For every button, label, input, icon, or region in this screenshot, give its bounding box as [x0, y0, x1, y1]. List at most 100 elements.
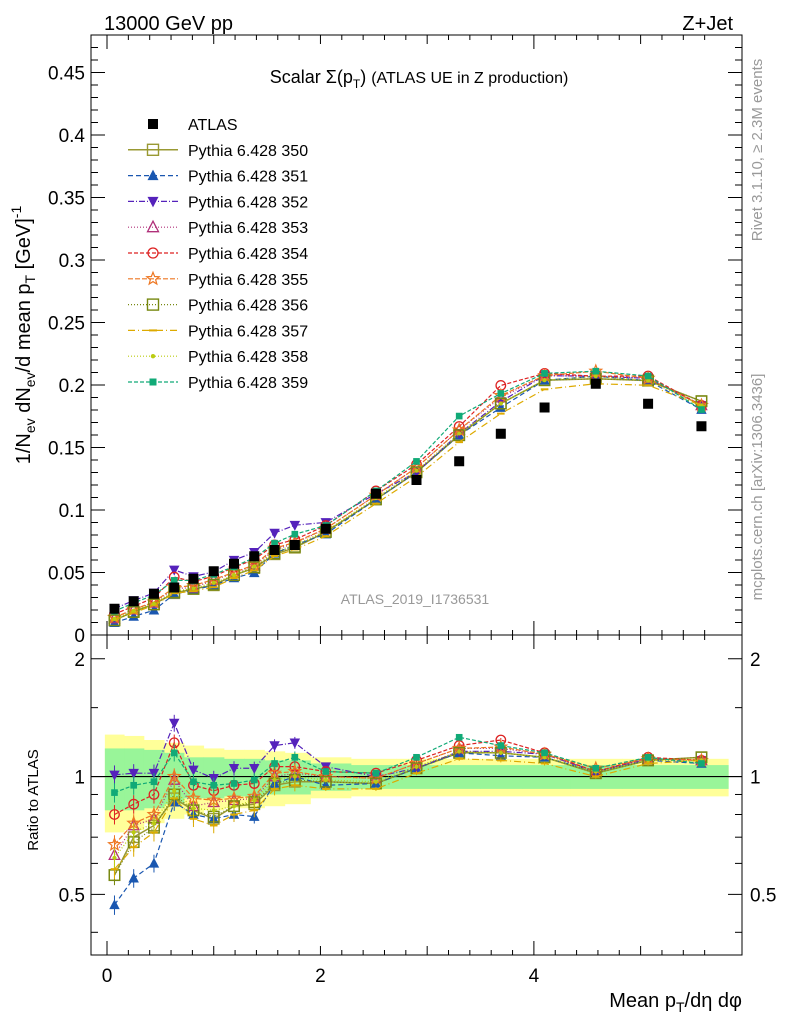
- atlas-point: [229, 558, 240, 569]
- legend-label: Pythia 6.428 354: [188, 246, 308, 263]
- ratio-point: [109, 899, 120, 910]
- legend-label: Pythia 6.428 352: [188, 194, 308, 211]
- series-point: [592, 367, 600, 375]
- ratio-point: [150, 778, 158, 786]
- rivet-version-label: Rivet 3.1.10, ≥ 2.3M events: [749, 59, 766, 242]
- ratio-point: [644, 753, 652, 761]
- series-line-2: [114, 375, 702, 610]
- title-sigma: Scalar Σ(p: [270, 67, 353, 87]
- series-point: [455, 412, 463, 420]
- legend: ATLAS Pythia 6.428 350 Pythia 6.428 351 Pyt…: [128, 117, 308, 392]
- series-point: [170, 577, 178, 584]
- chart-title: Scalar Σ(pT) (ATLAS UE in Z production): [270, 67, 569, 91]
- ratio-point: [191, 806, 196, 811]
- ratio-point: [230, 780, 238, 787]
- ratio-point: [190, 778, 197, 786]
- main-series-layer: [107, 363, 709, 627]
- ratio-point: [130, 781, 138, 789]
- series-point: [644, 372, 652, 380]
- series-point: [131, 608, 136, 613]
- series-point: [269, 528, 280, 539]
- ratio-point: [148, 857, 160, 868]
- legend-entry-2: Pythia 6.428 352: [128, 194, 308, 211]
- ratio-point: [109, 770, 120, 781]
- series-line-1: [114, 375, 702, 624]
- atlas-point: [539, 402, 550, 413]
- legend-entry-5: Pythia 6.428 355: [128, 270, 308, 289]
- ratio-point: [231, 804, 237, 809]
- legend-marker: [146, 219, 160, 233]
- ratio-point: [289, 738, 301, 749]
- series-point: [289, 520, 301, 531]
- ratio-tick-label: 0.5: [59, 885, 85, 906]
- y-tick-label: 0.4: [59, 126, 86, 147]
- series-point: [231, 573, 237, 578]
- ratio-tick-label-right: 0.5: [750, 885, 776, 906]
- legend-label: Pythia 6.428 353: [188, 220, 308, 237]
- legend-entry-atlas: ATLAS: [148, 117, 238, 134]
- y-tick-label: 0.05: [48, 564, 85, 585]
- atlas-point: [169, 582, 180, 593]
- series-point: [169, 565, 180, 576]
- legend-marker: [146, 298, 160, 311]
- atlas-point: [696, 421, 707, 432]
- legend-marker: [149, 378, 157, 386]
- atlas-point: [249, 551, 260, 562]
- series-point: [252, 564, 257, 569]
- ratio-panel-frame: [90, 634, 743, 956]
- legend-label: Pythia 6.428 351: [188, 169, 308, 186]
- atlas-point: [370, 488, 381, 499]
- series-point: [108, 614, 121, 627]
- ratio-point: [128, 872, 139, 883]
- ratio-point: [128, 768, 139, 779]
- ratio-point: [292, 774, 297, 779]
- ratio-point: [249, 763, 260, 774]
- series-point: [645, 378, 651, 383]
- ratio-point: [228, 763, 240, 774]
- legend-entry-0: Pythia 6.428 350: [128, 143, 308, 160]
- series-point: [191, 586, 196, 591]
- legend-entry-8: Pythia 6.428 358: [128, 349, 308, 366]
- series-point: [271, 539, 278, 547]
- series-point: [457, 431, 462, 436]
- ratio-point: [592, 764, 600, 772]
- ratio-point: [250, 776, 258, 784]
- atlas-point: [495, 428, 506, 439]
- inner-band-bin: [124, 748, 145, 811]
- ratio-series-layer: [107, 714, 709, 915]
- title-close: ): [360, 67, 371, 87]
- x-tick-label: 0: [102, 966, 113, 987]
- legend-label: Pythia 6.428 355: [188, 272, 308, 289]
- series-point: [453, 429, 466, 442]
- legend-marker-atlas: [148, 119, 158, 129]
- ratio-y-axis-label: Ratio to ATLAS: [25, 749, 42, 850]
- x-axis-label: Mean pT/dη dφ: [609, 990, 742, 1015]
- series-point: [414, 468, 419, 473]
- series-point: [593, 374, 598, 379]
- ratio-point: [128, 798, 140, 810]
- atlas-point: [289, 540, 300, 550]
- series-line-9: [114, 370, 702, 612]
- atlas-point: [411, 475, 422, 485]
- ratio-point: [373, 779, 379, 784]
- ratio-point: [166, 768, 182, 783]
- series-point: [542, 378, 547, 383]
- ratio-point: [169, 718, 180, 729]
- ratio-point: [455, 733, 463, 741]
- ratio-point: [413, 753, 420, 761]
- ratio-point: [291, 753, 299, 761]
- x-tick-label: 4: [529, 966, 540, 987]
- ratio-point: [210, 781, 218, 789]
- ratio-point: [272, 777, 277, 783]
- y-tick-label: 0.2: [59, 376, 85, 397]
- atlas-data-points: [109, 378, 707, 614]
- legend-label: Pythia 6.428 350: [188, 143, 308, 160]
- ratio-point: [541, 749, 548, 757]
- ratio-point: [323, 777, 328, 783]
- atlas-point: [590, 378, 601, 389]
- analysis-id: ATLAS_2019_I1736531: [341, 591, 490, 607]
- ratio-point: [271, 760, 278, 767]
- ratio-point: [414, 764, 419, 769]
- ratio-tick-label: 1: [74, 768, 85, 789]
- legend-entry-7: Pythia 6.428 357: [128, 323, 308, 340]
